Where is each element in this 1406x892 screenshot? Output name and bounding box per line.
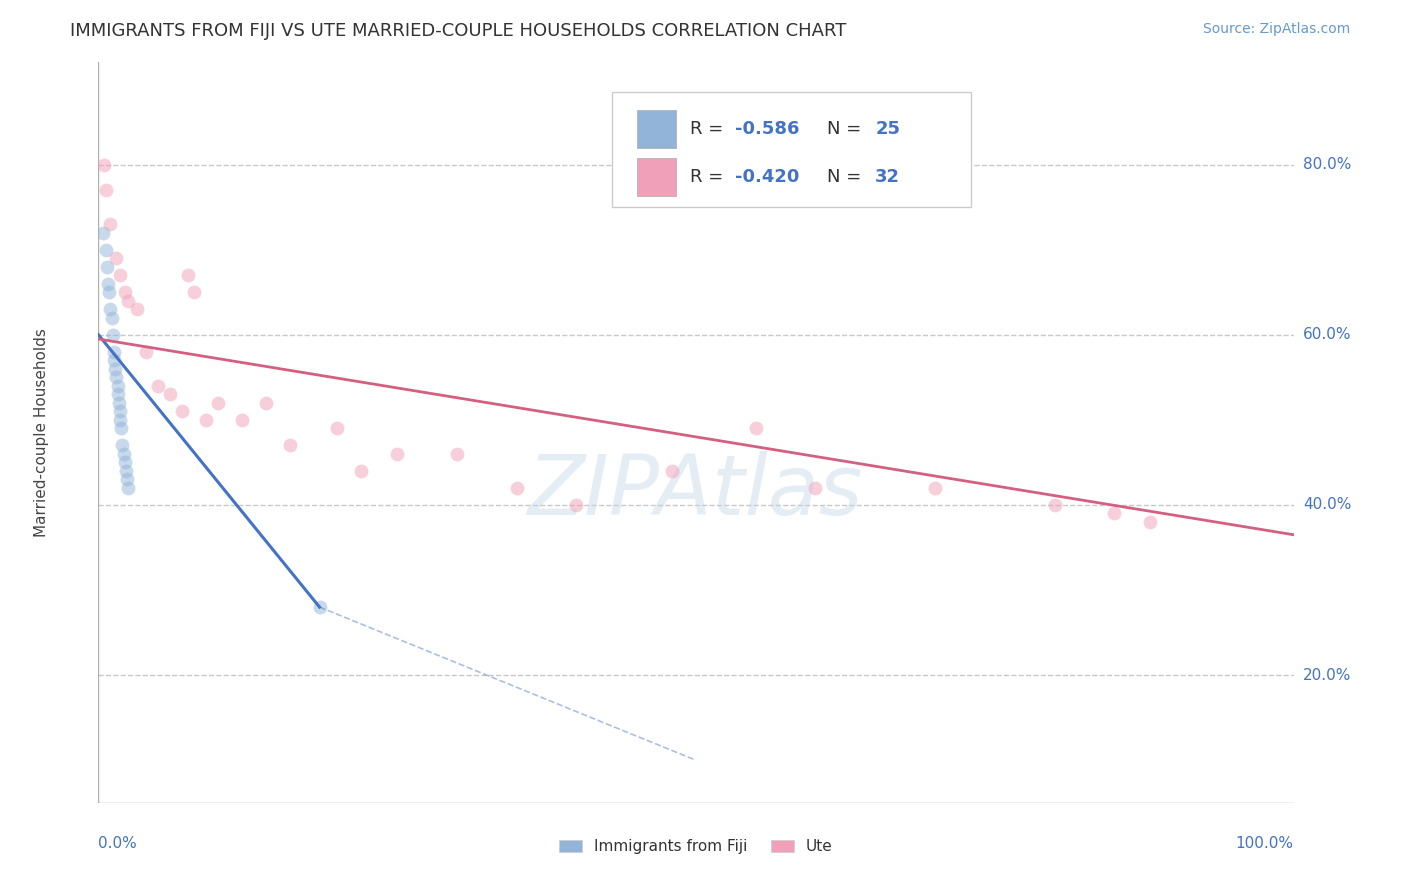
Point bbox=[195, 413, 218, 427]
Text: Source: ZipAtlas.com: Source: ZipAtlas.com bbox=[1202, 22, 1350, 37]
Point bbox=[108, 268, 131, 283]
Point bbox=[125, 302, 148, 317]
Point bbox=[108, 413, 131, 427]
Point bbox=[111, 438, 134, 452]
Point bbox=[565, 498, 588, 512]
Text: 25: 25 bbox=[876, 120, 900, 138]
Text: R =: R = bbox=[690, 120, 728, 138]
Point bbox=[661, 464, 683, 478]
Point bbox=[98, 302, 122, 317]
Text: R =: R = bbox=[690, 169, 728, 186]
Point bbox=[278, 438, 301, 452]
Point bbox=[135, 344, 157, 359]
Point bbox=[207, 396, 229, 410]
Point bbox=[446, 447, 468, 461]
Text: 20.0%: 20.0% bbox=[1303, 667, 1351, 682]
Text: -0.420: -0.420 bbox=[735, 169, 800, 186]
Point bbox=[115, 472, 138, 486]
Point bbox=[97, 277, 120, 291]
Point bbox=[94, 243, 117, 257]
Point bbox=[254, 396, 277, 410]
Point bbox=[1139, 515, 1161, 529]
FancyBboxPatch shape bbox=[637, 110, 676, 148]
Text: Married-couple Households: Married-couple Households bbox=[34, 328, 49, 537]
Point bbox=[93, 157, 115, 171]
Point bbox=[117, 481, 139, 495]
Point bbox=[1043, 498, 1066, 512]
Point bbox=[94, 183, 117, 197]
Point bbox=[104, 361, 127, 376]
Point bbox=[385, 447, 409, 461]
Point bbox=[98, 217, 122, 231]
Point bbox=[107, 379, 129, 393]
Text: 60.0%: 60.0% bbox=[1303, 327, 1351, 343]
Text: -0.586: -0.586 bbox=[735, 120, 800, 138]
FancyBboxPatch shape bbox=[613, 92, 972, 207]
Point bbox=[91, 226, 114, 240]
Point bbox=[117, 293, 139, 308]
Point bbox=[745, 421, 768, 435]
Point bbox=[112, 447, 135, 461]
Point bbox=[114, 455, 136, 469]
Point bbox=[96, 260, 118, 274]
Point bbox=[183, 285, 205, 300]
Text: 0.0%: 0.0% bbox=[98, 836, 138, 851]
Point bbox=[108, 404, 131, 418]
Text: 40.0%: 40.0% bbox=[1303, 498, 1351, 513]
Point bbox=[506, 481, 529, 495]
Point bbox=[101, 327, 124, 342]
Text: IMMIGRANTS FROM FIJI VS UTE MARRIED-COUPLE HOUSEHOLDS CORRELATION CHART: IMMIGRANTS FROM FIJI VS UTE MARRIED-COUP… bbox=[70, 22, 846, 40]
Text: 100.0%: 100.0% bbox=[1236, 836, 1294, 851]
Point bbox=[114, 285, 136, 300]
Point bbox=[350, 464, 373, 478]
Point bbox=[159, 387, 181, 401]
Text: 80.0%: 80.0% bbox=[1303, 157, 1351, 172]
Point bbox=[110, 421, 132, 435]
Point bbox=[107, 396, 129, 410]
Point bbox=[100, 310, 122, 325]
Point bbox=[177, 268, 200, 283]
Point bbox=[1104, 507, 1126, 521]
Text: N =: N = bbox=[827, 120, 868, 138]
Point bbox=[115, 464, 138, 478]
Point bbox=[105, 251, 128, 265]
FancyBboxPatch shape bbox=[637, 158, 676, 196]
Legend: Immigrants from Fiji, Ute: Immigrants from Fiji, Ute bbox=[560, 839, 832, 855]
Point bbox=[98, 285, 121, 300]
Text: N =: N = bbox=[827, 169, 868, 186]
Point bbox=[308, 600, 330, 615]
Point bbox=[105, 370, 128, 384]
Point bbox=[107, 387, 129, 401]
Point bbox=[326, 421, 349, 435]
Text: ZIPAtlas: ZIPAtlas bbox=[529, 451, 863, 533]
Point bbox=[924, 481, 946, 495]
Point bbox=[148, 379, 170, 393]
Point bbox=[103, 353, 125, 368]
Text: 32: 32 bbox=[876, 169, 900, 186]
Point bbox=[172, 404, 194, 418]
Point bbox=[231, 413, 253, 427]
Point bbox=[103, 344, 125, 359]
Point bbox=[804, 481, 827, 495]
